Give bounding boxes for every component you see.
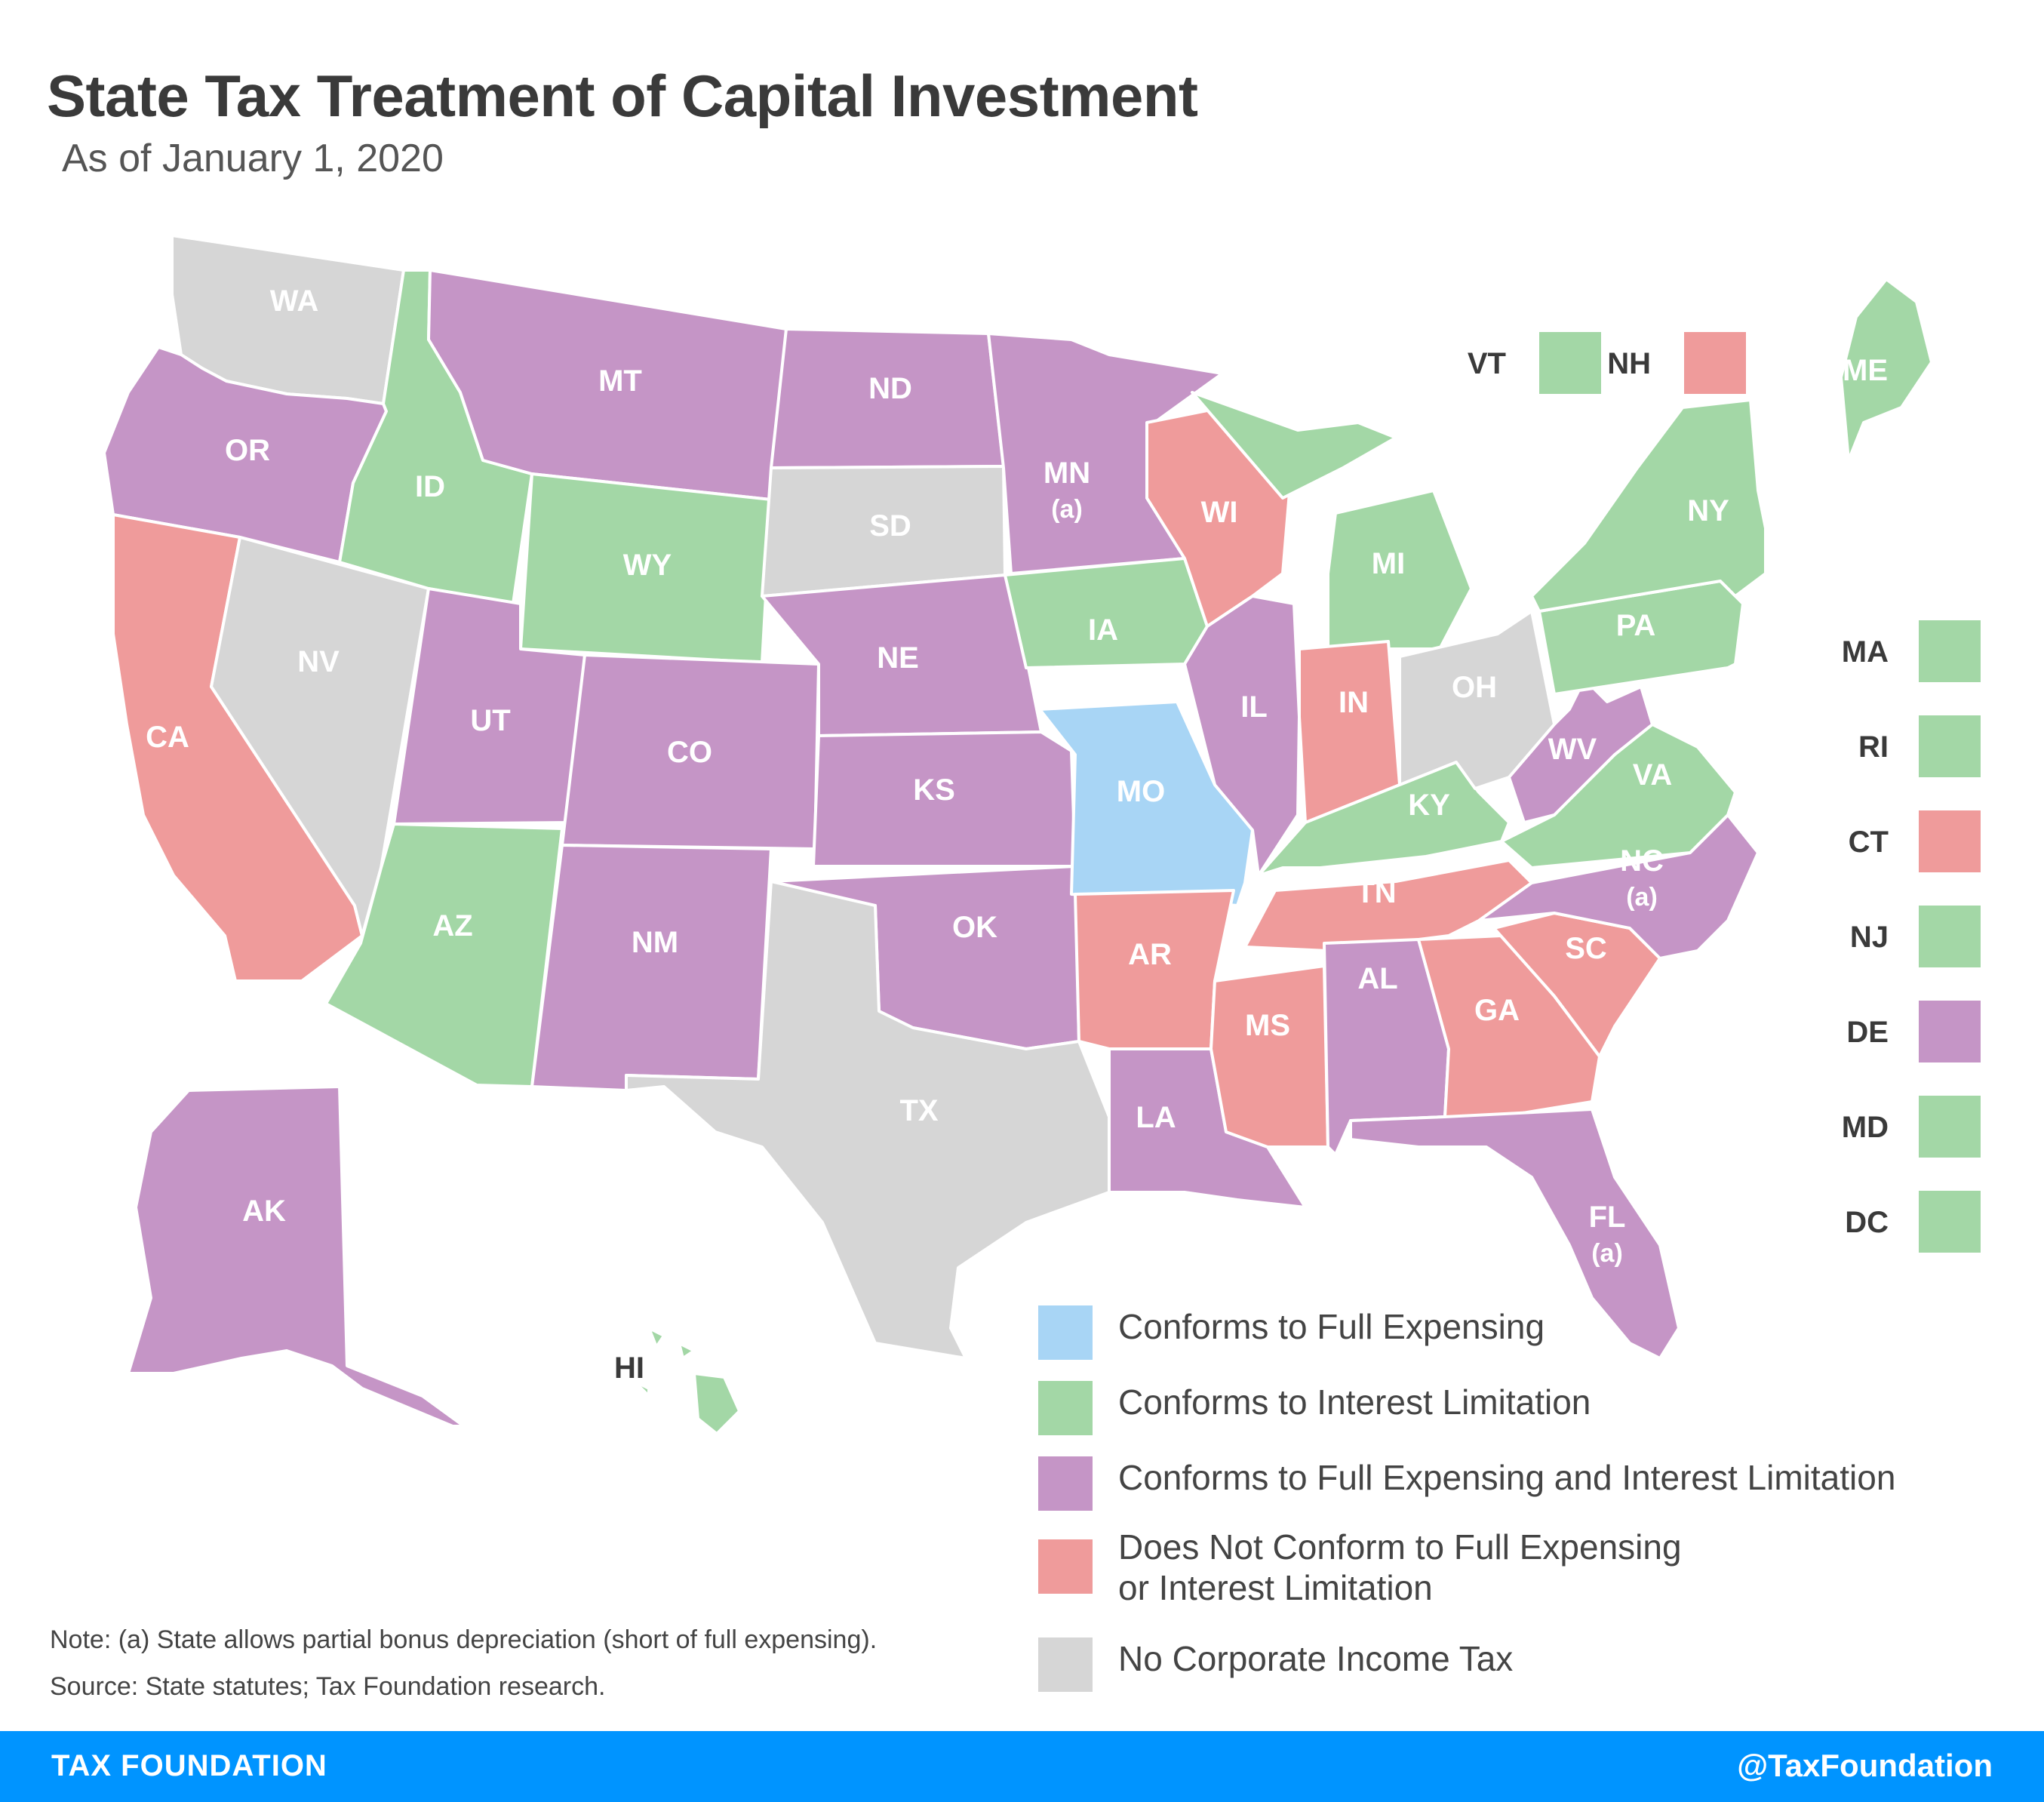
small-state-label-nj: NJ <box>1850 921 1889 954</box>
small-state-label-vt: VT <box>1468 347 1506 380</box>
state-label-az: AZ <box>432 909 472 943</box>
state-label-ak: AK <box>242 1195 286 1228</box>
state-label-ne: NE <box>877 641 919 675</box>
small-state-swatch-nh <box>1684 332 1746 394</box>
small-state-swatch-vt <box>1539 332 1601 394</box>
state-note-fl: (a) <box>1591 1239 1623 1268</box>
small-state-label-nh: NH <box>1607 347 1651 380</box>
state-label-pa: PA <box>1616 609 1656 642</box>
footnote: Note: (a) State allows partial bonus dep… <box>50 1625 878 1654</box>
state-ms <box>1209 964 1329 1149</box>
state-label-wa: WA <box>270 284 318 318</box>
map-title: State Tax Treatment of Capital Investmen… <box>47 63 1198 129</box>
small-state-swatch-nj <box>1919 906 1981 967</box>
state-labels-layer: WA OR CA NV ID MT WY UT AZ CO NM ND SD NE KS OK TX MN (a) I… <box>146 284 1888 1385</box>
footer-brand: TAX FOUNDATION <box>51 1749 327 1782</box>
state-label-nv: NV <box>297 645 340 678</box>
source-note: Source: State statutes; Tax Foundation r… <box>50 1672 606 1701</box>
state-label-co: CO <box>667 736 712 769</box>
states-layer <box>103 234 1933 1435</box>
state-nm <box>530 844 773 1092</box>
small-states-key: VT NH MA RI CT NJ DE MD DC <box>1468 332 1981 1253</box>
legend-swatch <box>1038 1305 1093 1360</box>
state-label-sd: SD <box>869 509 911 543</box>
state-label-wv: WV <box>1548 733 1597 766</box>
state-label-al: AL <box>1357 962 1397 995</box>
legend-label: Conforms to Full Expensing and Interest … <box>1118 1458 1896 1497</box>
state-label-ia: IA <box>1088 613 1118 647</box>
state-label-tn: TN <box>1356 876 1396 909</box>
state-label-hi: HI <box>614 1352 644 1385</box>
state-label-ga: GA <box>1474 994 1520 1027</box>
small-state-label-de: DE <box>1846 1016 1889 1049</box>
state-note-mn: (a) <box>1051 495 1083 524</box>
state-label-mn: MN <box>1044 457 1090 490</box>
footer-bar: TAX FOUNDATION @TaxFoundation <box>0 1731 2044 1802</box>
state-fl <box>1349 1108 1680 1360</box>
state-az <box>324 823 564 1088</box>
state-label-ms: MS <box>1245 1009 1290 1042</box>
small-state-swatch-ma <box>1919 620 1981 682</box>
state-label-ny: NY <box>1687 494 1729 527</box>
state-label-sc: SC <box>1565 932 1607 965</box>
small-state-label-ri: RI <box>1858 730 1889 764</box>
small-state-swatch-dc <box>1919 1191 1981 1253</box>
state-label-ar: AR <box>1128 938 1172 971</box>
state-label-mo: MO <box>1117 775 1165 808</box>
legend-swatch <box>1038 1539 1093 1594</box>
state-label-mi: MI <box>1372 547 1405 580</box>
small-state-swatch-de <box>1919 1001 1981 1062</box>
state-label-id: ID <box>415 470 445 503</box>
state-label-tx: TX <box>899 1094 938 1127</box>
state-label-ok: OK <box>952 911 997 944</box>
footer-handle: @TaxFoundation <box>1737 1748 1993 1783</box>
state-me <box>1840 278 1933 462</box>
state-il <box>1183 595 1301 877</box>
state-label-nd: ND <box>868 372 912 405</box>
legend-swatch <box>1038 1637 1093 1692</box>
map-subtitle: As of January 1, 2020 <box>62 137 444 180</box>
state-label-wi: WI <box>1201 496 1238 529</box>
state-nc <box>1477 813 1760 960</box>
state-label-mt: MT <box>598 364 642 398</box>
legend-swatch <box>1038 1381 1093 1435</box>
state-label-fl: FL <box>1589 1201 1626 1234</box>
state-ak <box>127 1085 466 1428</box>
small-state-swatch-ri <box>1919 715 1981 777</box>
small-state-swatch-md <box>1919 1096 1981 1158</box>
state-label-ca: CA <box>146 721 189 754</box>
state-note-nc: (a) <box>1626 883 1658 912</box>
state-label-ky: KY <box>1408 789 1450 822</box>
small-state-label-ct: CT <box>1849 826 1889 859</box>
state-label-ks: KS <box>913 773 955 807</box>
state-label-ut: UT <box>470 704 510 737</box>
legend-label: Conforms to Full Expensing <box>1118 1307 1545 1346</box>
state-ny <box>1530 398 1767 613</box>
legend-swatch <box>1038 1456 1093 1511</box>
state-label-nc: NC <box>1620 844 1664 878</box>
small-state-label-dc: DC <box>1845 1206 1889 1239</box>
state-label-il: IL <box>1240 690 1268 724</box>
state-label-oh: OH <box>1452 671 1497 704</box>
legend-label-line2: or Interest Limitation <box>1118 1568 1433 1607</box>
small-state-swatch-ct <box>1919 810 1981 872</box>
small-state-label-ma: MA <box>1842 635 1889 669</box>
small-state-label-md: MD <box>1842 1111 1889 1144</box>
legend-label: Conforms to Interest Limitation <box>1118 1382 1591 1422</box>
state-label-nm: NM <box>632 926 678 959</box>
state-label-la: LA <box>1136 1101 1176 1134</box>
legend-label: No Corporate Income Tax <box>1118 1639 1514 1678</box>
state-label-or: OR <box>225 434 270 467</box>
legend-label: Does Not Conform to Full Expensing <box>1118 1527 1682 1567</box>
state-label-wy: WY <box>623 549 672 582</box>
state-mo <box>1038 700 1254 907</box>
state-tx <box>625 880 1111 1360</box>
state-ky <box>1257 761 1511 877</box>
state-wv <box>1508 678 1654 824</box>
state-hi <box>632 1327 741 1435</box>
state-label-me: ME <box>1843 354 1888 387</box>
state-label-va: VA <box>1633 758 1673 792</box>
state-label-in: IN <box>1339 686 1369 719</box>
